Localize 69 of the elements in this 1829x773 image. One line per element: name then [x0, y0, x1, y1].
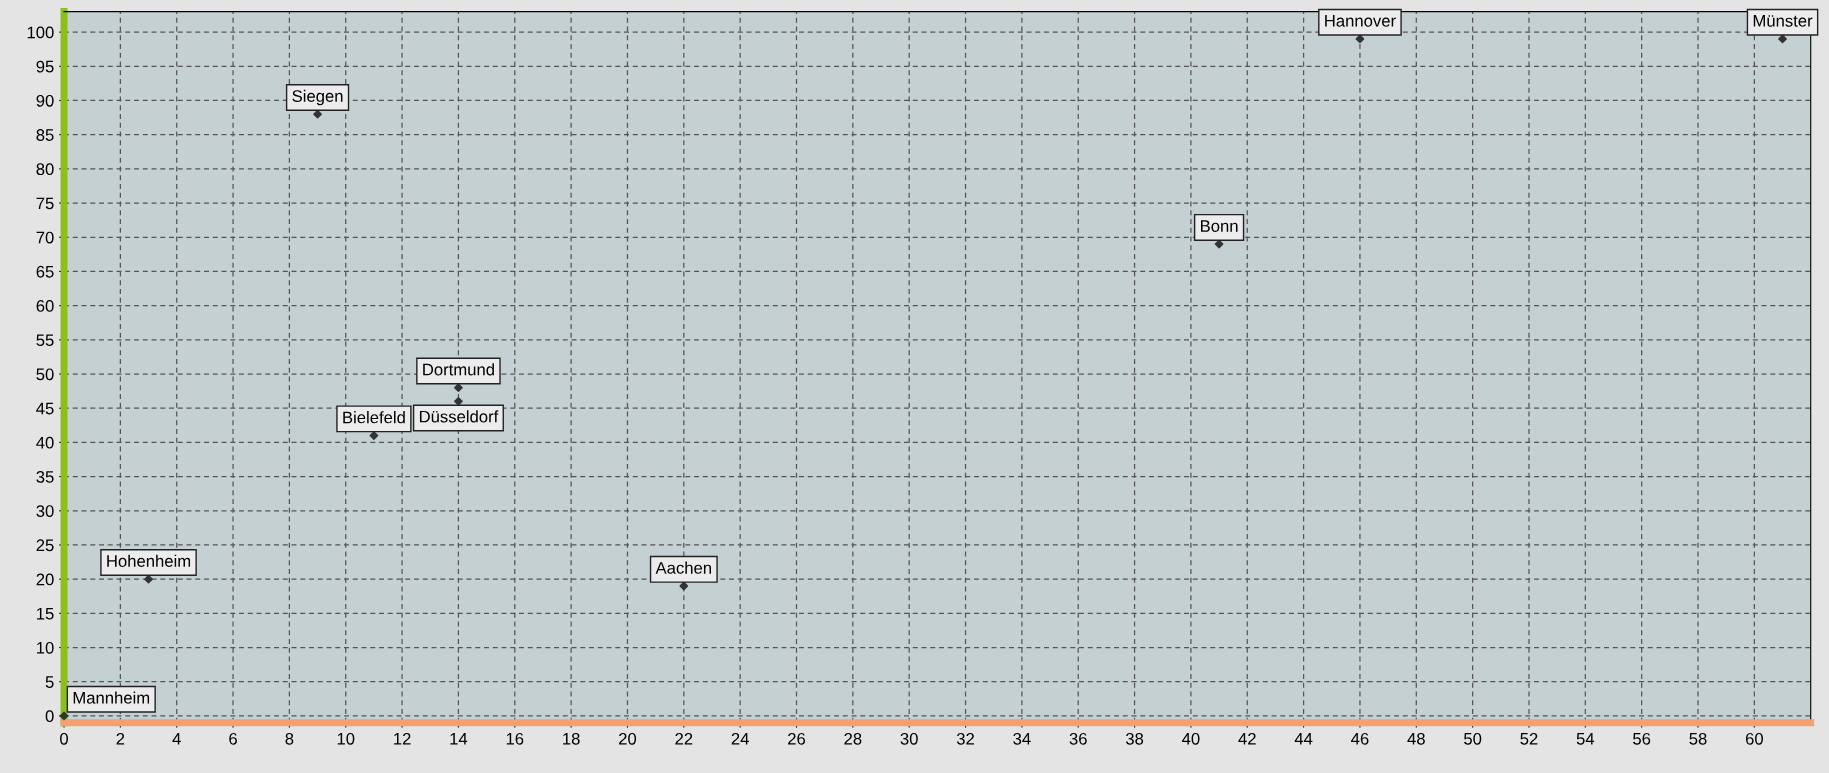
y-tick-label: 35 [36, 470, 54, 483]
y-tick-label: 5 [45, 676, 54, 688]
y-tick-label: 70 [36, 231, 54, 244]
x-tick-label: 44 [1294, 733, 1313, 745]
point [1778, 34, 1787, 44]
annotation: Hohenheim [107, 554, 191, 567]
y-tick-label: 10 [37, 641, 54, 654]
annotation: Mannheim [73, 691, 150, 704]
x-tick-label: 30 [900, 732, 918, 745]
x-tick-label: 52 [1520, 732, 1538, 745]
x-tick-label: 38 [1125, 732, 1144, 745]
x-tick-label: 20 [619, 732, 637, 745]
y-tick-label: 65 [36, 265, 54, 278]
x-tick-label: 28 [844, 732, 862, 745]
x-tick-label: 42 [1238, 732, 1256, 745]
x-tick-label: 10 [337, 732, 355, 745]
annotation: Siegen [292, 89, 343, 106]
x-tick-label: 34 [1013, 732, 1031, 745]
x-tick-label: 60 [1745, 732, 1763, 745]
annotation: Bielefeld [343, 411, 405, 424]
annotation: Münster [1753, 15, 1813, 27]
y-tick-label: 85 [36, 129, 54, 141]
point [679, 581, 689, 591]
x-tick-label: 50 [1464, 732, 1482, 745]
x-tick-label: 22 [675, 732, 693, 745]
x-tick-label: 56 [1633, 732, 1651, 745]
y-tick-label: 80 [36, 163, 54, 176]
x-tick-label: 8 [285, 732, 294, 745]
y-tick-label: 75 [36, 197, 54, 210]
x-tick-label: 46 [1351, 732, 1369, 745]
y-tick-label: 45 [36, 402, 54, 415]
y-tick-label: 30 [36, 505, 54, 517]
x-tick-label: 4 [172, 733, 181, 745]
annotation: Hannover [1325, 15, 1396, 27]
point [1355, 34, 1365, 44]
y-tick-label: 50 [36, 368, 54, 381]
y-tick-label: 20 [36, 573, 54, 586]
y-tick-label: 100 [27, 26, 54, 39]
y-tick-label: 95 [36, 60, 54, 73]
x-tick-label: 40 [1182, 732, 1200, 745]
point [454, 383, 463, 393]
y-tick-label: 90 [36, 94, 54, 107]
x-tick-label: 16 [506, 732, 524, 745]
x-tick-label: 2 [116, 732, 125, 745]
x-tick-label: 54 [1576, 733, 1595, 745]
x-tick-label: 26 [788, 732, 806, 745]
x-tick-label: 6 [229, 732, 237, 745]
x-tick-label: 18 [563, 732, 580, 745]
point [454, 396, 463, 406]
x-tick-label: 36 [1069, 732, 1087, 745]
point [369, 431, 379, 440]
point [59, 711, 69, 721]
x-tick-label: 58 [1689, 732, 1707, 745]
annotation: Düsseldorf [419, 410, 499, 423]
x-tick-label: 48 [1407, 732, 1425, 745]
y-tick-label: 60 [36, 300, 54, 312]
annotation: Dortmund [423, 363, 494, 376]
y-tick-label: 55 [36, 334, 54, 347]
y-tick-label: 40 [36, 436, 54, 449]
x-tick-label: 32 [956, 732, 974, 745]
y-tick-label: 0 [45, 710, 54, 723]
x-tick-label: 0 [60, 732, 68, 745]
annotation: Aachen [655, 561, 711, 574]
y-tick-label: 15 [37, 607, 54, 620]
x-tick-label: 14 [450, 733, 468, 745]
annotation: Bonn [1200, 220, 1238, 232]
x-tick-label: 12 [394, 732, 411, 745]
y-tick-label: 25 [36, 539, 54, 552]
x-tick-label: 24 [731, 732, 749, 745]
